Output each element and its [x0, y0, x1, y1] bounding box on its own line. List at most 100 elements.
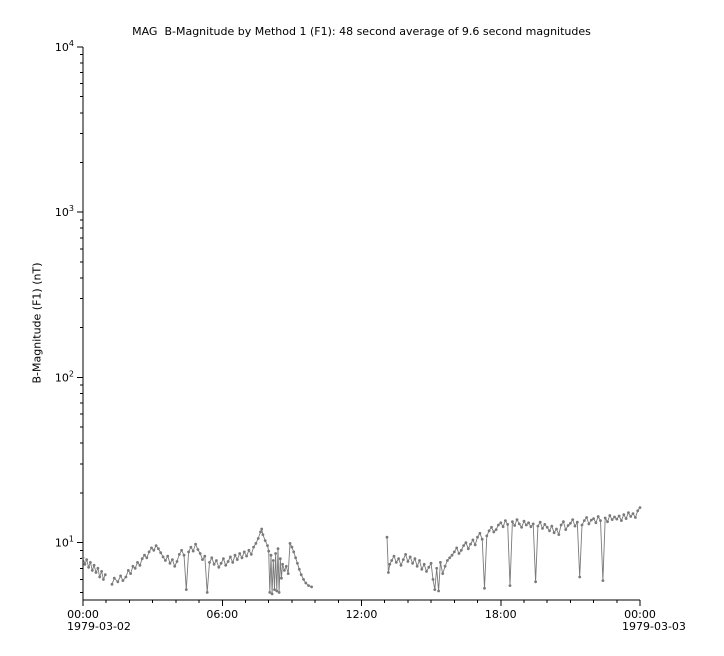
data-point: [420, 567, 424, 571]
data-point: [299, 573, 303, 577]
data-point: [627, 511, 630, 515]
y-tick-label: 103: [55, 204, 74, 219]
data-point: [622, 513, 626, 516]
data-point: [277, 591, 281, 594]
data-point: [587, 522, 591, 526]
data-line: [386, 507, 641, 592]
data-point: [515, 518, 519, 521]
data-point: [634, 516, 637, 519]
data-point: [610, 518, 614, 521]
data-point: [404, 553, 407, 556]
data-point: [450, 553, 454, 557]
data-point: [212, 562, 216, 566]
data-point: [452, 550, 456, 554]
data-point: [459, 548, 463, 552]
data-point: [592, 517, 595, 520]
data-point: [543, 523, 547, 526]
y-tick-label: 101: [55, 535, 74, 550]
data-point: [150, 546, 153, 550]
data-point: [473, 543, 477, 547]
x-axis-end-date: 1979-03-03: [622, 620, 686, 633]
data-point: [224, 563, 228, 567]
data-point: [89, 561, 92, 564]
data-point: [441, 572, 445, 575]
data-point: [562, 520, 565, 524]
data-point: [187, 550, 191, 554]
data-point: [476, 535, 479, 539]
data-point: [102, 578, 105, 581]
data-point: [278, 557, 282, 561]
data-point: [147, 550, 151, 554]
data-point: [286, 572, 290, 575]
chart-title: MAG B-Magnitude by Method 1 (F1): 48 sec…: [132, 25, 591, 38]
data-point: [205, 591, 209, 594]
data-point: [401, 558, 405, 561]
data-point: [422, 562, 426, 566]
data-point: [219, 561, 223, 565]
data-point: [166, 554, 170, 558]
data-point: [492, 530, 496, 534]
data-point: [138, 563, 142, 567]
data-point: [638, 506, 642, 509]
data-point: [256, 537, 260, 540]
data-point: [164, 559, 167, 562]
data-point: [608, 514, 612, 517]
data-point: [613, 515, 616, 519]
data-point: [283, 569, 286, 572]
data-point: [143, 553, 146, 557]
data-point: [408, 555, 412, 559]
data-point: [271, 559, 275, 562]
data-point: [254, 542, 258, 545]
data-point: [569, 521, 572, 525]
data-point: [281, 562, 284, 566]
x-tick-label: 06:00: [206, 608, 238, 621]
data-point: [133, 566, 137, 570]
y-axis-label: B-Magnitude (F1) (nT): [30, 262, 44, 384]
data-point: [94, 571, 98, 574]
data-point: [531, 522, 535, 526]
data-point: [131, 564, 135, 568]
data-point: [435, 566, 439, 570]
data-point: [508, 584, 512, 587]
data-point: [240, 556, 244, 560]
data-point: [83, 562, 87, 566]
data-point: [100, 570, 103, 573]
data-point: [260, 527, 264, 531]
data-point: [203, 554, 207, 558]
data-point: [81, 556, 85, 560]
data-point: [87, 565, 90, 569]
data-point: [615, 517, 619, 521]
data-point: [494, 528, 498, 531]
data-point: [585, 516, 588, 519]
data-point: [536, 524, 540, 528]
data-point: [596, 515, 600, 518]
data-point: [524, 523, 528, 527]
x-tick-label: 18:00: [485, 608, 517, 621]
data-point: [210, 556, 214, 560]
data-point: [429, 561, 433, 565]
data-point: [464, 541, 468, 545]
data-point: [550, 524, 554, 528]
data-point: [559, 523, 563, 527]
x-tick-label: 12:00: [346, 608, 378, 621]
data-point: [140, 557, 144, 561]
data-point: [541, 527, 544, 530]
data-point: [110, 582, 114, 586]
data-point: [98, 575, 102, 579]
data-point: [589, 518, 593, 522]
data-point: [566, 524, 570, 527]
data-point: [184, 588, 188, 591]
data-point: [310, 585, 313, 589]
data-line: [111, 527, 312, 594]
data-point: [103, 573, 107, 577]
data-point: [443, 564, 447, 568]
data-point: [175, 560, 179, 563]
data-point: [215, 559, 218, 562]
data-point: [390, 559, 394, 562]
data-point: [145, 556, 149, 560]
data-point: [198, 552, 202, 555]
data-point: [242, 550, 246, 554]
data-point: [385, 535, 389, 539]
